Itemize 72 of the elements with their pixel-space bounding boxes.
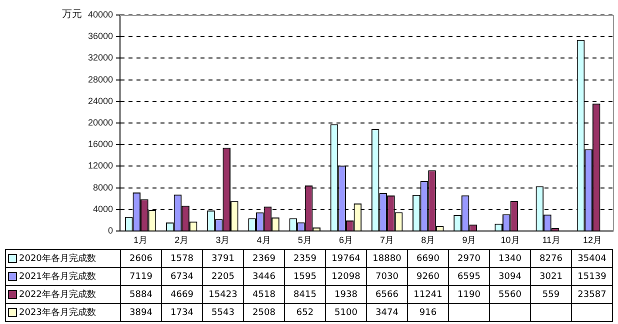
data-label: 2970 bbox=[448, 250, 490, 268]
data-label: 1595 bbox=[284, 268, 326, 286]
data-label: 9260 bbox=[408, 268, 448, 286]
legend-label: 2022年各月完成数 bbox=[6, 286, 120, 304]
y-tick-label: 32000 bbox=[88, 52, 113, 63]
data-label: 652 bbox=[284, 304, 326, 322]
data-label: 18880 bbox=[366, 250, 408, 268]
y-tick-label: 36000 bbox=[88, 31, 113, 42]
x-tick-label: 1月 bbox=[134, 234, 148, 245]
x-tick-label: 2月 bbox=[174, 234, 189, 245]
data-label: 8415 bbox=[284, 286, 326, 304]
data-label: 2359 bbox=[284, 250, 326, 268]
data-label: 5100 bbox=[326, 304, 366, 322]
data-label: 3791 bbox=[202, 250, 244, 268]
data-label: 3094 bbox=[490, 268, 530, 286]
x-tick-label: 8月 bbox=[421, 234, 436, 245]
data-label: 23587 bbox=[572, 286, 612, 304]
data-label: 8276 bbox=[530, 250, 572, 268]
data-label: 2508 bbox=[244, 304, 284, 322]
data-label: 11241 bbox=[408, 286, 448, 304]
y-tick-label: 24000 bbox=[88, 96, 113, 106]
data-label: 5543 bbox=[202, 304, 244, 322]
data-label: 3894 bbox=[120, 304, 162, 322]
data-label: 15423 bbox=[202, 286, 244, 304]
x-tick-label: 6月 bbox=[338, 234, 353, 245]
data-label: 35404 bbox=[572, 250, 612, 268]
data-label: 5560 bbox=[490, 286, 530, 304]
y-axis-title: 万元 bbox=[62, 8, 82, 21]
data-label: 6566 bbox=[366, 286, 408, 304]
x-tick-label: 12月 bbox=[582, 234, 602, 245]
y-tick-label: 0 bbox=[108, 225, 113, 236]
y-tick-label: 16000 bbox=[88, 139, 113, 150]
y-tick-label: 28000 bbox=[88, 74, 113, 84]
legend-label: 2020年各月完成数 bbox=[6, 250, 120, 268]
data-label: 6690 bbox=[408, 250, 448, 268]
data-label: 2606 bbox=[120, 250, 162, 268]
x-tick-label: 9月 bbox=[462, 234, 476, 245]
y-tick-label: 20000 bbox=[88, 117, 113, 128]
data-label: 3446 bbox=[244, 268, 284, 286]
data-label: 7119 bbox=[120, 268, 162, 286]
data-label: 6734 bbox=[162, 268, 202, 286]
data-label: 559 bbox=[530, 286, 572, 304]
x-tick-label: 4月 bbox=[256, 234, 271, 245]
data-label: 2205 bbox=[202, 268, 244, 286]
x-tick-label: 5月 bbox=[298, 234, 312, 245]
legend-label: 2021年各月完成数 bbox=[6, 268, 120, 286]
data-label: 19764 bbox=[326, 250, 366, 268]
data-label: 12098 bbox=[326, 268, 366, 286]
data-label: 7030 bbox=[366, 268, 408, 286]
data-label: 4518 bbox=[244, 286, 284, 304]
data-label: 6595 bbox=[448, 268, 490, 286]
y-tick-label: 8000 bbox=[92, 182, 113, 192]
legend-label: 2023年各月完成数 bbox=[6, 304, 120, 322]
y-tick-label: 40000 bbox=[88, 9, 113, 20]
data-label: 1578 bbox=[162, 250, 202, 268]
data-label: 2369 bbox=[244, 250, 284, 268]
data-label: 5884 bbox=[120, 286, 162, 304]
y-tick-label: 4000 bbox=[92, 204, 113, 214]
data-label: 1938 bbox=[326, 286, 366, 304]
data-label: 1340 bbox=[490, 250, 530, 268]
data-label: 3474 bbox=[366, 304, 408, 322]
x-tick-label: 7月 bbox=[380, 234, 394, 245]
data-label: 4669 bbox=[162, 286, 202, 304]
x-tick-label: 11月 bbox=[542, 234, 561, 245]
x-tick-label: 10月 bbox=[500, 234, 520, 245]
data-label: 1190 bbox=[448, 286, 490, 304]
data-label: 916 bbox=[408, 304, 448, 322]
data-label: 3021 bbox=[530, 268, 572, 286]
data-label: 1734 bbox=[162, 304, 202, 322]
x-tick-label: 3月 bbox=[216, 234, 230, 245]
data-label: 15139 bbox=[572, 268, 612, 286]
y-tick-label: 12000 bbox=[88, 160, 113, 171]
